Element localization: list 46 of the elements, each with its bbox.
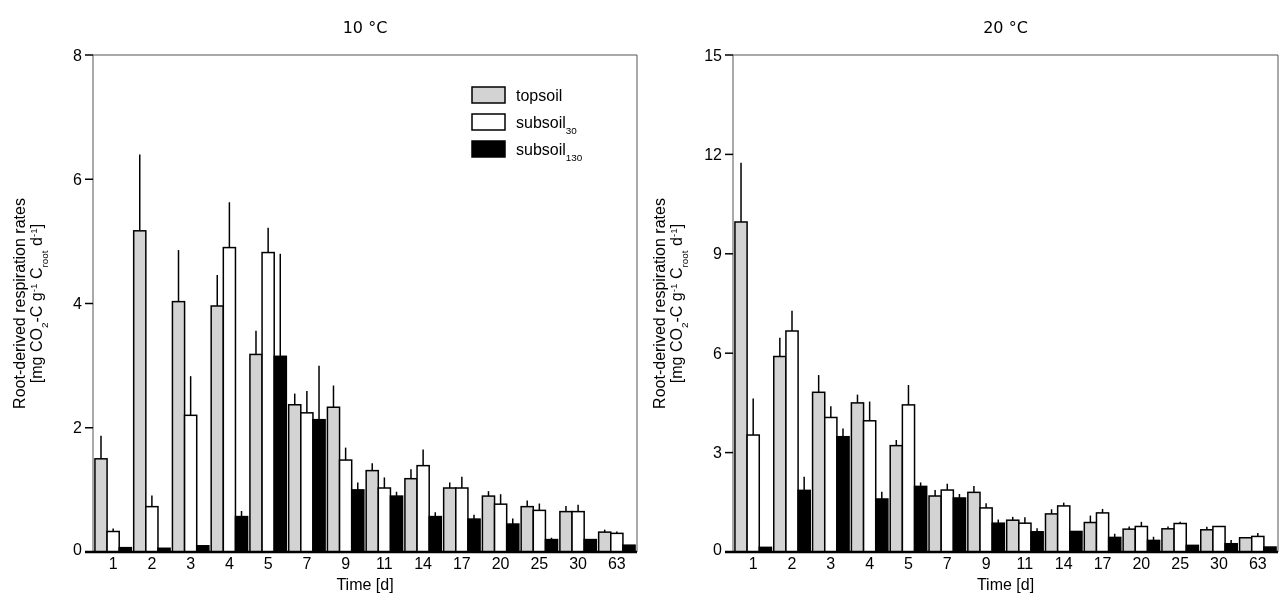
x-tick-label: 30 [569, 555, 588, 572]
chart-title: 10 °C [342, 18, 388, 37]
y-tick-label: 9 [713, 245, 723, 263]
x-tick-label: 20 [1132, 555, 1151, 572]
x-tick-label: 25 [530, 555, 549, 572]
x-tick-label: 63 [1248, 555, 1267, 572]
x-tick-label: 14 [1054, 555, 1073, 572]
legend-label: subsoil$_{30}$ [516, 113, 578, 136]
x-tick-label: 1 [108, 555, 118, 572]
x-tick-label: 63 [607, 555, 626, 572]
x-axis-title: Time [d] [336, 576, 394, 593]
x-tick-label: 2 [787, 555, 797, 572]
x-tick-label: 1 [748, 555, 758, 572]
y-tick-label: 8 [73, 46, 83, 64]
x-tick-label: 7 [302, 555, 312, 572]
x-tick-label: 2 [147, 555, 157, 572]
x-tick-label: 25 [1171, 555, 1190, 572]
y-tick-label: 12 [704, 146, 723, 163]
x-tick-label: 5 [263, 555, 273, 572]
x-tick-label: 7 [942, 555, 952, 572]
x-tick-label: 17 [1093, 555, 1112, 572]
x-tick-label: 20 [491, 555, 510, 572]
x-tick-label: 5 [904, 555, 913, 572]
x-tick-label: 4 [224, 555, 234, 572]
x-tick-label: 17 [452, 555, 471, 572]
legend-label: topsoil [516, 86, 563, 104]
y-tick-label: 0 [73, 540, 83, 558]
x-tick-label: 11 [376, 555, 393, 572]
x-tick-label: 30 [1210, 555, 1228, 572]
x-axis-title: Time [d] [976, 576, 1035, 593]
y-tick-label: 0 [713, 540, 723, 558]
x-tick-label: 9 [341, 555, 351, 572]
y-tick-label: 2 [73, 419, 83, 437]
y-tick-label: 6 [73, 170, 83, 188]
y-tick-label: 6 [713, 344, 723, 362]
chart-title: 20 °C [983, 18, 1028, 37]
x-tick-label: 11 [1016, 555, 1034, 572]
y-tick-label: 3 [713, 444, 723, 462]
y-tick-label: 4 [73, 295, 83, 313]
y-tick-label: 15 [704, 46, 723, 64]
x-tick-label: 3 [186, 555, 196, 572]
x-tick-label: 4 [865, 555, 875, 572]
x-tick-label: 9 [981, 555, 991, 572]
x-tick-label: 14 [414, 555, 433, 572]
x-tick-label: 3 [826, 555, 836, 572]
legend-label: subsoil$_{130}$ [516, 140, 583, 163]
